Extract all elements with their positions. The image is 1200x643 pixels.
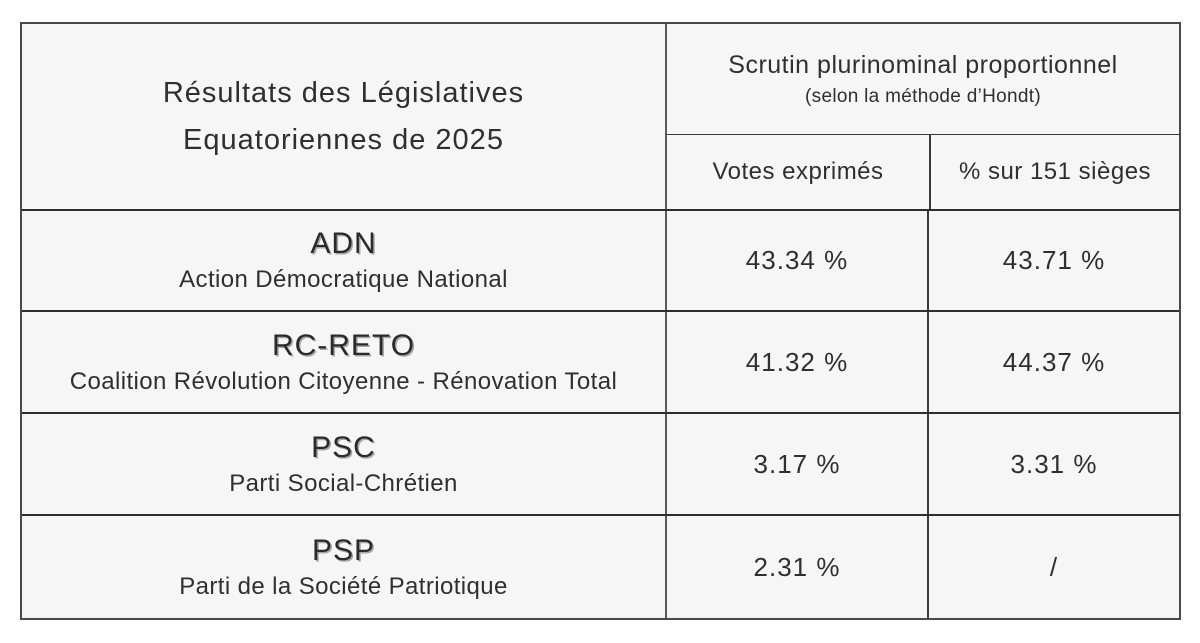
party-abbr: RC-RETO [271, 328, 416, 362]
column-group: Scrutin plurinominal proportionnel (selo… [665, 24, 1179, 209]
votes-value: 43.34 % [665, 211, 927, 310]
seats-value: 43.71 % [927, 211, 1179, 310]
party-name: Action Démocratique National [179, 266, 508, 293]
seats-value: / [927, 516, 1179, 618]
party-abbr: PSP [311, 533, 376, 567]
party-cell: RC-RETO Coalition Révolution Citoyenne -… [22, 312, 665, 412]
group-subtitle: (selon la méthode d’Hondt) [805, 85, 1041, 107]
table-header: Résultats des Législatives Equatoriennes… [22, 24, 1179, 209]
table-title: Résultats des Législatives Equatoriennes… [22, 24, 665, 209]
party-cell: ADN Action Démocratique National [22, 211, 665, 310]
group-title: Scrutin plurinominal proportionnel [728, 50, 1118, 79]
party-name: Coalition Révolution Citoyenne - Rénovat… [69, 367, 618, 395]
votes-value: 3.17 % [665, 414, 927, 514]
table-row: RC-RETO Coalition Révolution Citoyenne -… [22, 310, 1179, 412]
column-header-seats: % sur 151 sièges [929, 135, 1179, 209]
party-cell: PSP Parti de la Société Patriotique [22, 516, 665, 618]
votes-value: 41.32 % [665, 312, 927, 412]
column-group-header: Scrutin plurinominal proportionnel (selo… [667, 24, 1179, 134]
seats-value: 44.37 % [927, 312, 1179, 412]
sub-column-headers: Votes exprimés % sur 151 sièges [667, 134, 1179, 209]
party-abbr: PSC [311, 430, 376, 464]
table-row: PSP Parti de la Société Patriotique 2.31… [22, 514, 1179, 618]
party-cell: PSC Parti Social-Chrétien [22, 414, 665, 514]
table-row: PSC Parti Social-Chrétien 3.17 % 3.31 % [22, 412, 1179, 514]
votes-value: 2.31 % [665, 516, 927, 618]
title-line-1: Résultats des Législatives [162, 76, 525, 109]
party-name: Parti de la Société Patriotique [179, 572, 508, 600]
results-table: Résultats des Législatives Equatoriennes… [20, 22, 1181, 620]
column-header-votes: Votes exprimés [712, 158, 884, 185]
title-line-2: Equatoriennes de 2025 [183, 123, 504, 156]
seats-value: 3.31 % [927, 414, 1179, 514]
party-abbr: ADN [310, 227, 377, 260]
table-row: ADN Action Démocratique National 43.34 %… [22, 209, 1179, 310]
party-name: Parti Social-Chrétien [229, 469, 458, 497]
